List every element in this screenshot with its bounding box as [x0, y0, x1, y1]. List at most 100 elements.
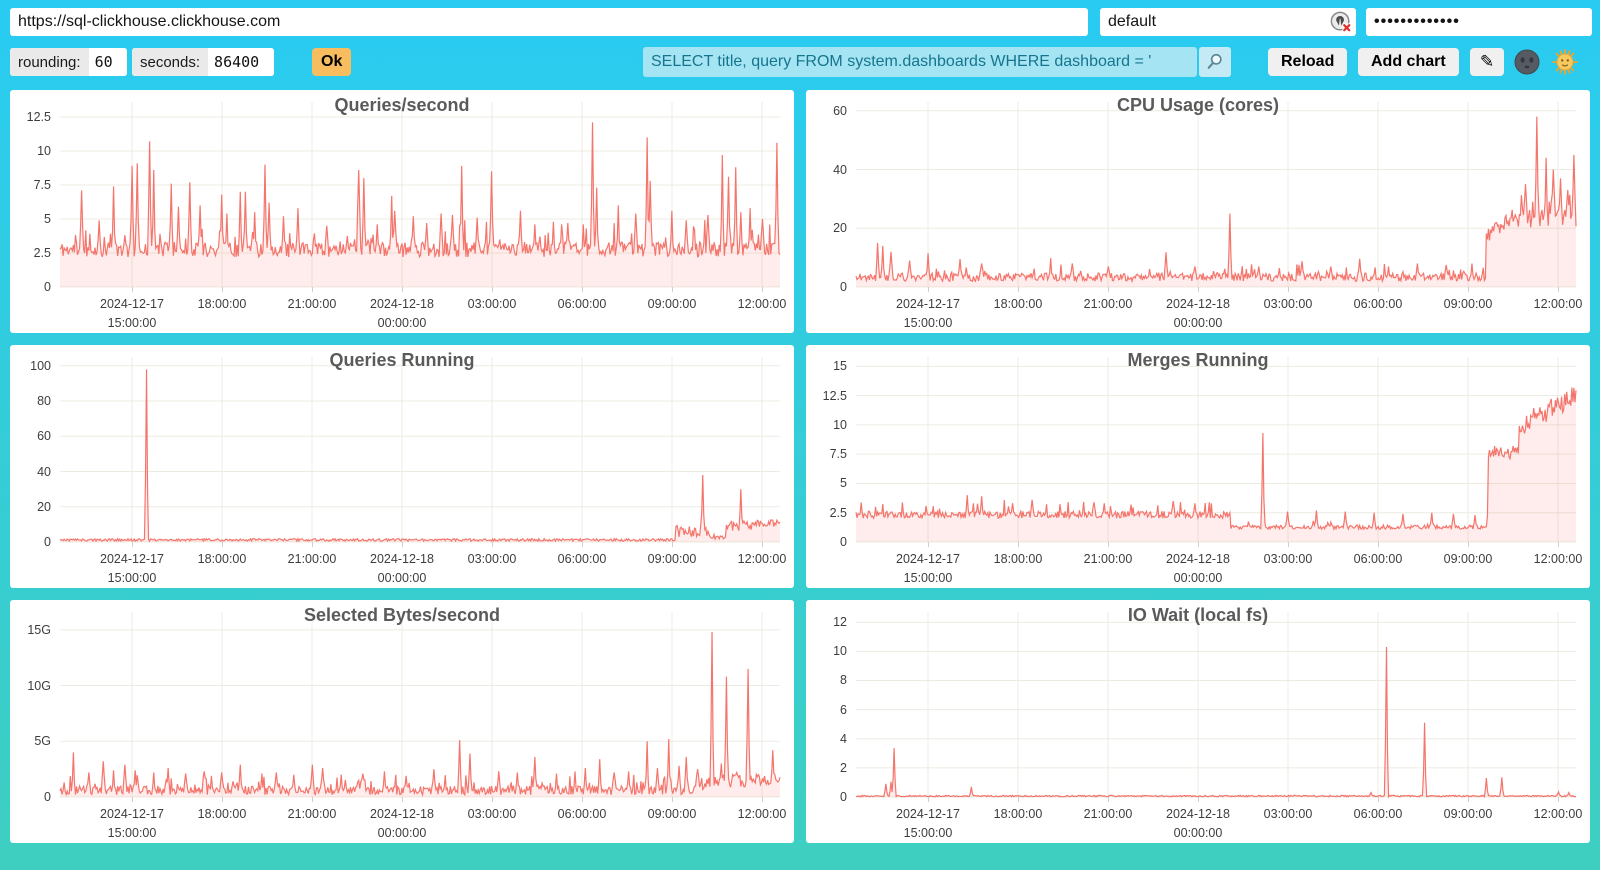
x-axis-tick [928, 287, 929, 292]
y-axis-label: 0 [44, 790, 51, 804]
x-axis-tick [1018, 797, 1019, 802]
seconds-label: seconds: [132, 48, 209, 76]
x-axis-label: 09:00:00 [1443, 552, 1493, 566]
reload-button[interactable]: Reload [1268, 48, 1348, 76]
dark-theme-button[interactable] [1514, 49, 1540, 75]
x-axis-label: 09:00:00 [647, 552, 697, 566]
chart-plot-io-wait[interactable]: 0 2 4 6 8 10 12 2024-12-17 15:00:00 18:00:00 21:00… [833, 612, 1582, 840]
y-axis-label: 40 [833, 162, 847, 177]
chart-canvas[interactable] [856, 357, 1576, 542]
x-axis-label: 03:00:00 [1263, 297, 1313, 311]
y-axis-label: 20 [833, 221, 847, 236]
x-axis-label: 03:00:00 [1263, 552, 1313, 566]
series-area [856, 116, 1576, 288]
x-axis-label: 21:00:00 [1083, 297, 1133, 311]
chart-canvas[interactable] [60, 612, 780, 797]
light-theme-button[interactable] [1552, 49, 1578, 75]
y-axis-label: 0 [840, 790, 847, 804]
chart-title: Selected Bytes/second [303, 605, 501, 625]
x-axis-tick [582, 797, 583, 802]
x-axis-tick [1288, 797, 1289, 802]
chart-canvas[interactable] [856, 612, 1576, 797]
x-axis-tick [1378, 797, 1379, 802]
x-axis-tick [1198, 287, 1199, 292]
x-axis-label: 21:00:00 [287, 552, 337, 566]
chart-plot-merges-running[interactable]: 0 2.5 5 7.5 10 12.5 15 2024-12-17 15:00:00 18:00:… [823, 357, 1582, 585]
chart-plot-selected-bytes[interactable]: 0 5G 10G 15G 2024-12-17 15:00:00 18:00:00 21:00… [27, 612, 786, 840]
user-field-wrapper [1100, 8, 1356, 36]
y-axis-label: 60 [833, 103, 847, 118]
x-axis-label: 2024-12-17 15:00:00 [100, 552, 164, 586]
series-line [856, 117, 1576, 282]
y-axis-label: 0 [840, 535, 847, 549]
chart-canvas[interactable] [60, 102, 780, 287]
x-axis-tick [1468, 797, 1469, 802]
chart-canvas[interactable] [856, 102, 1576, 287]
y-axis-label: 10 [833, 644, 847, 659]
y-axis-label: 40 [37, 464, 51, 479]
chart-title: IO Wait (local fs) [1127, 605, 1269, 625]
y-axis-label: 8 [840, 673, 847, 688]
x-axis-label: 2024-12-17 15:00:00 [896, 807, 960, 841]
series-area [60, 122, 780, 287]
x-axis-tick [1108, 542, 1109, 547]
user-input[interactable] [1100, 8, 1356, 36]
chart-canvas[interactable] [60, 357, 780, 542]
chart-plot-queries-per-second[interactable]: 0 2.5 5 7.5 10 12.5 2024-12-17 15:00:00 18:00:00… [27, 102, 786, 330]
search-icon [1205, 51, 1225, 74]
dashboard-charts-grid: Queries/second 0 2.5 5 7.5 10 12.5 2024-12-17 1… [10, 90, 1590, 843]
x-axis-label: 09:00:00 [1443, 297, 1493, 311]
x-axis-label: 09:00:00 [1443, 807, 1493, 821]
x-axis-tick [1378, 542, 1379, 547]
x-axis-tick [492, 542, 493, 547]
dark-theme-moon-icon [1514, 49, 1540, 78]
y-axis-label: 15G [27, 622, 51, 637]
x-axis-label: 12:00:00 [737, 297, 787, 311]
y-axis-label: 10 [833, 417, 847, 432]
x-axis-tick [222, 287, 223, 292]
chart-card-cpu-usage: CPU Usage (cores) 0 20 40 60 2024-12-17 15:00… [806, 90, 1590, 333]
chart-plot-cpu-usage[interactable]: 0 20 40 60 2024-12-17 15:00:00 18:00:00 21:00:0… [833, 102, 1582, 330]
seconds-input[interactable] [208, 48, 275, 76]
series-line [856, 647, 1576, 797]
x-axis-tick [672, 287, 673, 292]
x-axis-label: 18:00:00 [197, 807, 247, 821]
series-line [60, 122, 780, 257]
user-status-icon [1330, 11, 1352, 33]
x-axis-label: 03:00:00 [1263, 807, 1313, 821]
x-axis-label: 21:00:00 [1083, 552, 1133, 566]
x-axis-tick [402, 287, 403, 292]
y-axis-label: 6 [840, 702, 847, 717]
x-axis-label: 2024-12-18 00:00:00 [370, 297, 434, 331]
x-axis-label: 09:00:00 [647, 807, 697, 821]
run-query-button[interactable] [1199, 47, 1231, 77]
series-line [60, 632, 780, 795]
x-axis-tick [672, 542, 673, 547]
x-axis-tick [1558, 542, 1559, 547]
x-axis-label: 06:00:00 [557, 807, 607, 821]
password-input[interactable] [1366, 8, 1592, 36]
chart-card-merges-running: Merges Running 0 2.5 5 7.5 10 12.5 15 2024-12-1… [806, 345, 1590, 588]
server-url-input[interactable] [10, 8, 1088, 36]
y-axis-label: 7.5 [829, 447, 847, 462]
x-axis-label: 12:00:00 [1533, 807, 1583, 821]
x-axis-label: 06:00:00 [557, 297, 607, 311]
chart-plot-queries-running[interactable]: 0 20 40 60 80 100 2024-12-17 15:00:00 18:00:00 21… [30, 357, 786, 585]
edit-button[interactable]: ✎ [1470, 48, 1504, 76]
y-axis-label: 5 [44, 211, 51, 226]
x-axis-label: 2024-12-18 00:00:00 [1166, 297, 1230, 331]
x-axis-tick [1198, 797, 1199, 802]
ok-button[interactable]: Ok [312, 48, 352, 76]
x-axis-tick [928, 797, 929, 802]
chart-card-queries-per-second: Queries/second 0 2.5 5 7.5 10 12.5 2024-12-17 1… [10, 90, 794, 333]
y-axis-label: 7.5 [33, 177, 51, 192]
y-axis-label: 80 [37, 394, 51, 409]
x-axis-tick [402, 542, 403, 547]
x-axis-tick [1288, 287, 1289, 292]
dashboard-query-input[interactable] [643, 47, 1197, 77]
rounding-input[interactable] [88, 48, 127, 76]
chart-card-queries-running: Queries Running 0 20 40 60 80 100 2024-12-17 15… [10, 345, 794, 588]
x-axis-label: 2024-12-17 15:00:00 [896, 552, 960, 586]
add-chart-button[interactable]: Add chart [1358, 48, 1459, 76]
x-axis-label: 03:00:00 [467, 297, 517, 311]
